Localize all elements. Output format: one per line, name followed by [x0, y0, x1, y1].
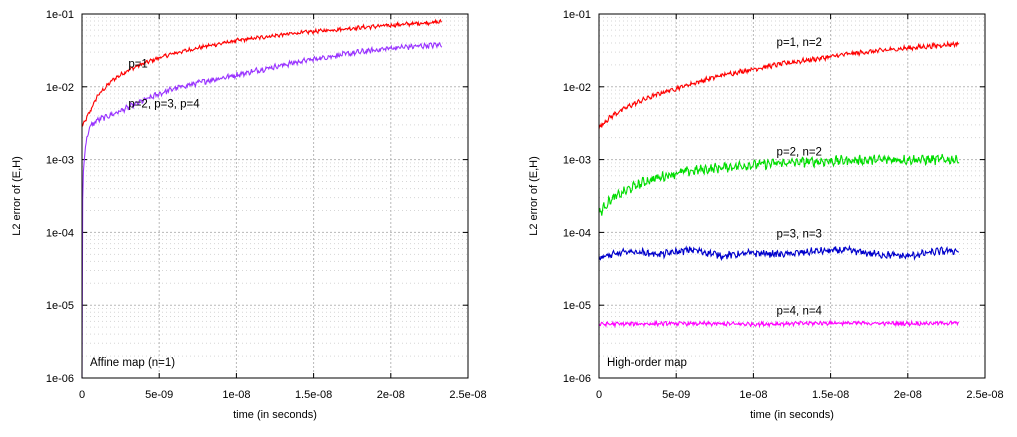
y-tick-label: 1e-01: [563, 9, 591, 21]
series-line-3: [598, 244, 959, 262]
series-annotation: p=3, n=3: [777, 229, 822, 241]
series-annotation: p=4, n=4: [777, 306, 823, 318]
y-tick-label: 1e-02: [46, 82, 74, 94]
y-tick-label: 1e-05: [46, 300, 74, 312]
x-tick-label: 5e-09: [662, 389, 690, 401]
plot-frame: [598, 13, 986, 379]
y-tick-label: 1e-06: [46, 373, 74, 385]
x-tick-label: 1e-08: [222, 389, 250, 401]
y-tick-label: 1e-04: [563, 227, 591, 239]
inset-label: High-order map: [607, 357, 687, 369]
series-annotation: p=2, p=3, p=4: [128, 98, 200, 110]
series-line-2: [81, 41, 443, 379]
series-annotation: p=1, n=2: [777, 37, 822, 49]
x-axis-label: time (in seconds): [233, 409, 317, 421]
y-tick-label: 1e-04: [46, 227, 74, 239]
series-line-1: [598, 40, 960, 130]
x-tick-label: 2e-08: [894, 389, 922, 401]
chart-panel-1: 1e-06 1e-05 1e-04 1e-03 1e-02 1e-01 0 5e-09 1e-0…: [11, 9, 487, 421]
series-line-2: [598, 153, 960, 216]
series-line-4: [598, 319, 960, 329]
x-tick-label: 2.5e-08: [966, 389, 1003, 401]
x-tick-label: 1e-08: [739, 389, 767, 401]
x-tick-label: 2e-08: [377, 389, 405, 401]
x-tick-label: 1.5e-08: [812, 389, 849, 401]
y-tick-label: 1e-02: [563, 82, 591, 94]
y-axis-label: L2 error of (E,H): [11, 156, 23, 235]
series-annotation: p=2, n=2: [777, 147, 822, 159]
x-tick-label: 1.5e-08: [295, 389, 332, 401]
y-axis-label: L2 error of (E,H): [528, 156, 540, 235]
x-tick-label: 0: [596, 389, 602, 401]
x-tick-label: 2.5e-08: [449, 389, 486, 401]
x-tick-label: 0: [79, 389, 85, 401]
y-tick-label: 1e-03: [46, 155, 74, 167]
series-line-1: [81, 18, 443, 127]
y-tick-label: 1e-03: [563, 155, 591, 167]
y-tick-label: 1e-06: [563, 373, 591, 385]
x-tick-label: 5e-09: [145, 389, 173, 401]
y-tick-label: 1e-05: [563, 300, 591, 312]
chart-panel-2: 1e-06 1e-05 1e-04 1e-03 1e-02 1e-01 0 5e-09 1e-0…: [528, 9, 1004, 421]
inset-label: Affine map (n=1): [90, 357, 175, 369]
plot-frame: [81, 13, 469, 379]
x-axis-label: time (in seconds): [750, 409, 834, 421]
y-tick-label: 1e-01: [46, 9, 74, 21]
series-annotation: p=1: [128, 58, 148, 70]
